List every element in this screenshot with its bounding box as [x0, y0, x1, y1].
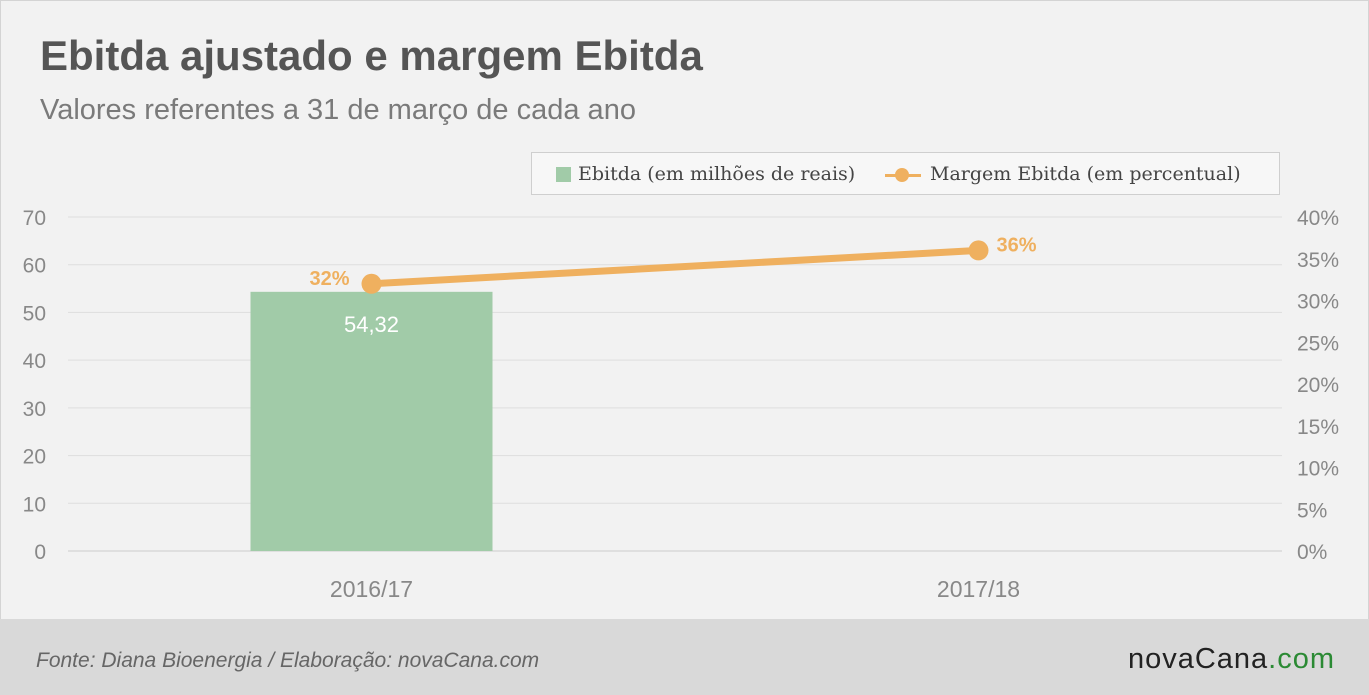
y-left-tick-label: 30 — [23, 398, 46, 421]
margin-value-label: 36% — [997, 234, 1037, 256]
y-right-tick-label: 5% — [1297, 499, 1327, 522]
brand-logo: novaCana.com — [1128, 643, 1335, 676]
x-tick-label: 2017/18 — [937, 576, 1020, 602]
y-right-tick-label: 30% — [1297, 291, 1339, 314]
y-left-tick-label: 50 — [23, 302, 46, 325]
y-left-tick-label: 40 — [23, 350, 46, 373]
y-right-tick-label: 10% — [1297, 458, 1339, 481]
y-right-tick-label: 20% — [1297, 374, 1339, 397]
y-left-tick-label: 0 — [34, 541, 46, 564]
x-tick-label: 2016/17 — [330, 576, 413, 602]
footer-bar — [0, 619, 1369, 695]
legend-item-ebitda: Ebitda (em milhões de reais) — [578, 163, 856, 185]
margin-point — [968, 240, 989, 261]
bar — [250, 291, 493, 551]
y-right-tick-label: 15% — [1297, 416, 1339, 439]
legend-item-margem: Margem Ebitda (em percentual) — [930, 163, 1241, 185]
legend-line-marker — [895, 168, 909, 182]
brand-suffix: .com — [1268, 643, 1335, 675]
y-right-tick-label: 0% — [1297, 541, 1327, 564]
legend-bar-swatch — [556, 167, 571, 182]
y-left-tick-label: 70 — [23, 207, 46, 230]
chart-subtitle: Valores referentes a 31 de março de cada… — [40, 94, 636, 126]
y-right-tick-label: 25% — [1297, 332, 1339, 355]
source-note: Fonte: Diana Bioenergia / Elaboração: no… — [36, 649, 540, 672]
chart-legend: Ebitda (em milhões de reais) Margem Ebit… — [531, 152, 1280, 195]
brand-name: novaCana — [1127, 643, 1269, 675]
margin-point — [361, 273, 382, 294]
y-left-tick-label: 60 — [23, 255, 46, 278]
y-right-tick-label: 40% — [1297, 207, 1339, 230]
y-left-tick-label: 20 — [23, 446, 46, 469]
margin-line — [368, 246, 982, 288]
bar-value-label: 54,32 — [344, 312, 399, 337]
chart-plot: 0 10 20 30 40 50 60 70 0% 5% 10% 15% 20% 25% 30% 35% 40%… — [23, 207, 1339, 602]
y-right-tick-label: 35% — [1297, 249, 1339, 272]
margin-value-label: 32% — [309, 268, 349, 290]
chart-title: Ebitda ajustado e margem Ebitda — [40, 32, 703, 79]
y-left-tick-label: 10 — [23, 493, 46, 516]
